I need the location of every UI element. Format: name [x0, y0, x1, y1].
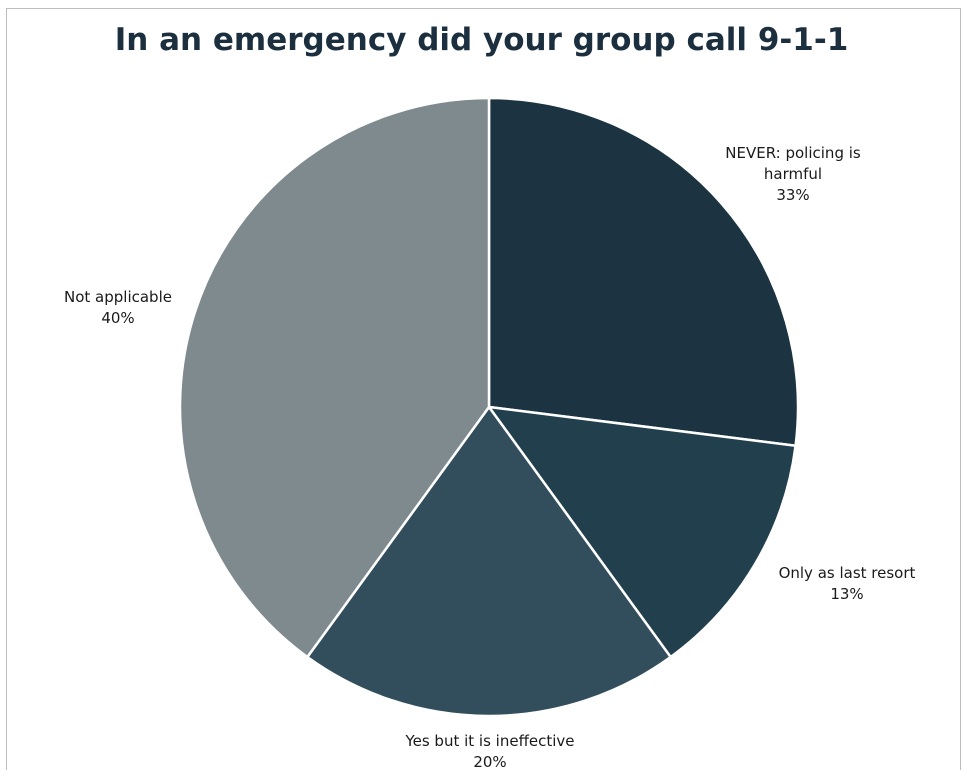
slice-name: NEVER: policing is [725, 144, 861, 162]
slice-percent: 33% [776, 186, 809, 204]
pie-slice [178, 96, 491, 659]
slice-name: Yes but it is ineffective [404, 732, 574, 750]
chart-frame [6, 8, 961, 770]
chart-title: In an emergency did your group call 9-1-… [114, 22, 849, 58]
pie-slice [306, 405, 672, 718]
slice-percent: 20% [473, 753, 506, 771]
slice-percent: 13% [830, 585, 863, 603]
slice-label: Yes but it is ineffective 20% [404, 732, 574, 771]
slice-label: Only as last resort 13% [779, 564, 916, 603]
slice-name: Not applicable [64, 288, 172, 306]
slice-name: harmful [764, 165, 822, 183]
slice-percent: 40% [101, 309, 134, 327]
slice-name: Only as last resort [779, 564, 916, 582]
pie-slice [487, 96, 800, 447]
slice-label: NEVER: policing is harmful 33% [725, 144, 861, 204]
pie-slice [487, 405, 797, 659]
slice-label: Not applicable 40% [64, 288, 172, 327]
